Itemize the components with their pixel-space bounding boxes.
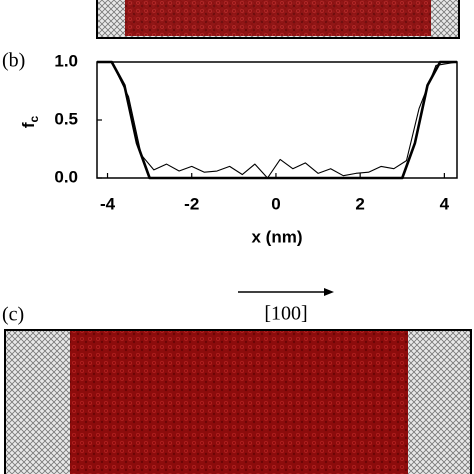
- panel-label: (c): [2, 304, 24, 326]
- x-tick-label: 2: [355, 194, 364, 213]
- panel-c-image: [4, 329, 472, 474]
- x-tick-label: 0: [271, 194, 280, 213]
- y-tick-label: 0.5: [54, 109, 78, 128]
- chart: -4 -2 0 2 4 0.0 0.5 1.0 x (nm) fc: [19, 51, 458, 246]
- y-tick-label: 1.0: [54, 51, 78, 70]
- arrow-head: [324, 288, 334, 296]
- y-axis-label-subscript: c: [27, 116, 41, 123]
- x-tick-label: -4: [100, 194, 116, 213]
- x-axis-label: x (nm): [252, 227, 303, 246]
- y-axis-label: fc: [19, 116, 41, 129]
- direction-label: [100]: [264, 303, 307, 325]
- panel-a-image: [96, 0, 460, 39]
- data-line: [97, 61, 458, 179]
- panel-label: (b): [2, 50, 25, 72]
- y-tick-label: 0.0: [54, 167, 78, 186]
- plot-frame: [96, 61, 458, 179]
- x-tick-label: 4: [440, 194, 450, 213]
- data-line: [97, 60, 457, 180]
- y-axis-label-main: f: [19, 122, 38, 128]
- x-tick-label: -2: [184, 194, 199, 213]
